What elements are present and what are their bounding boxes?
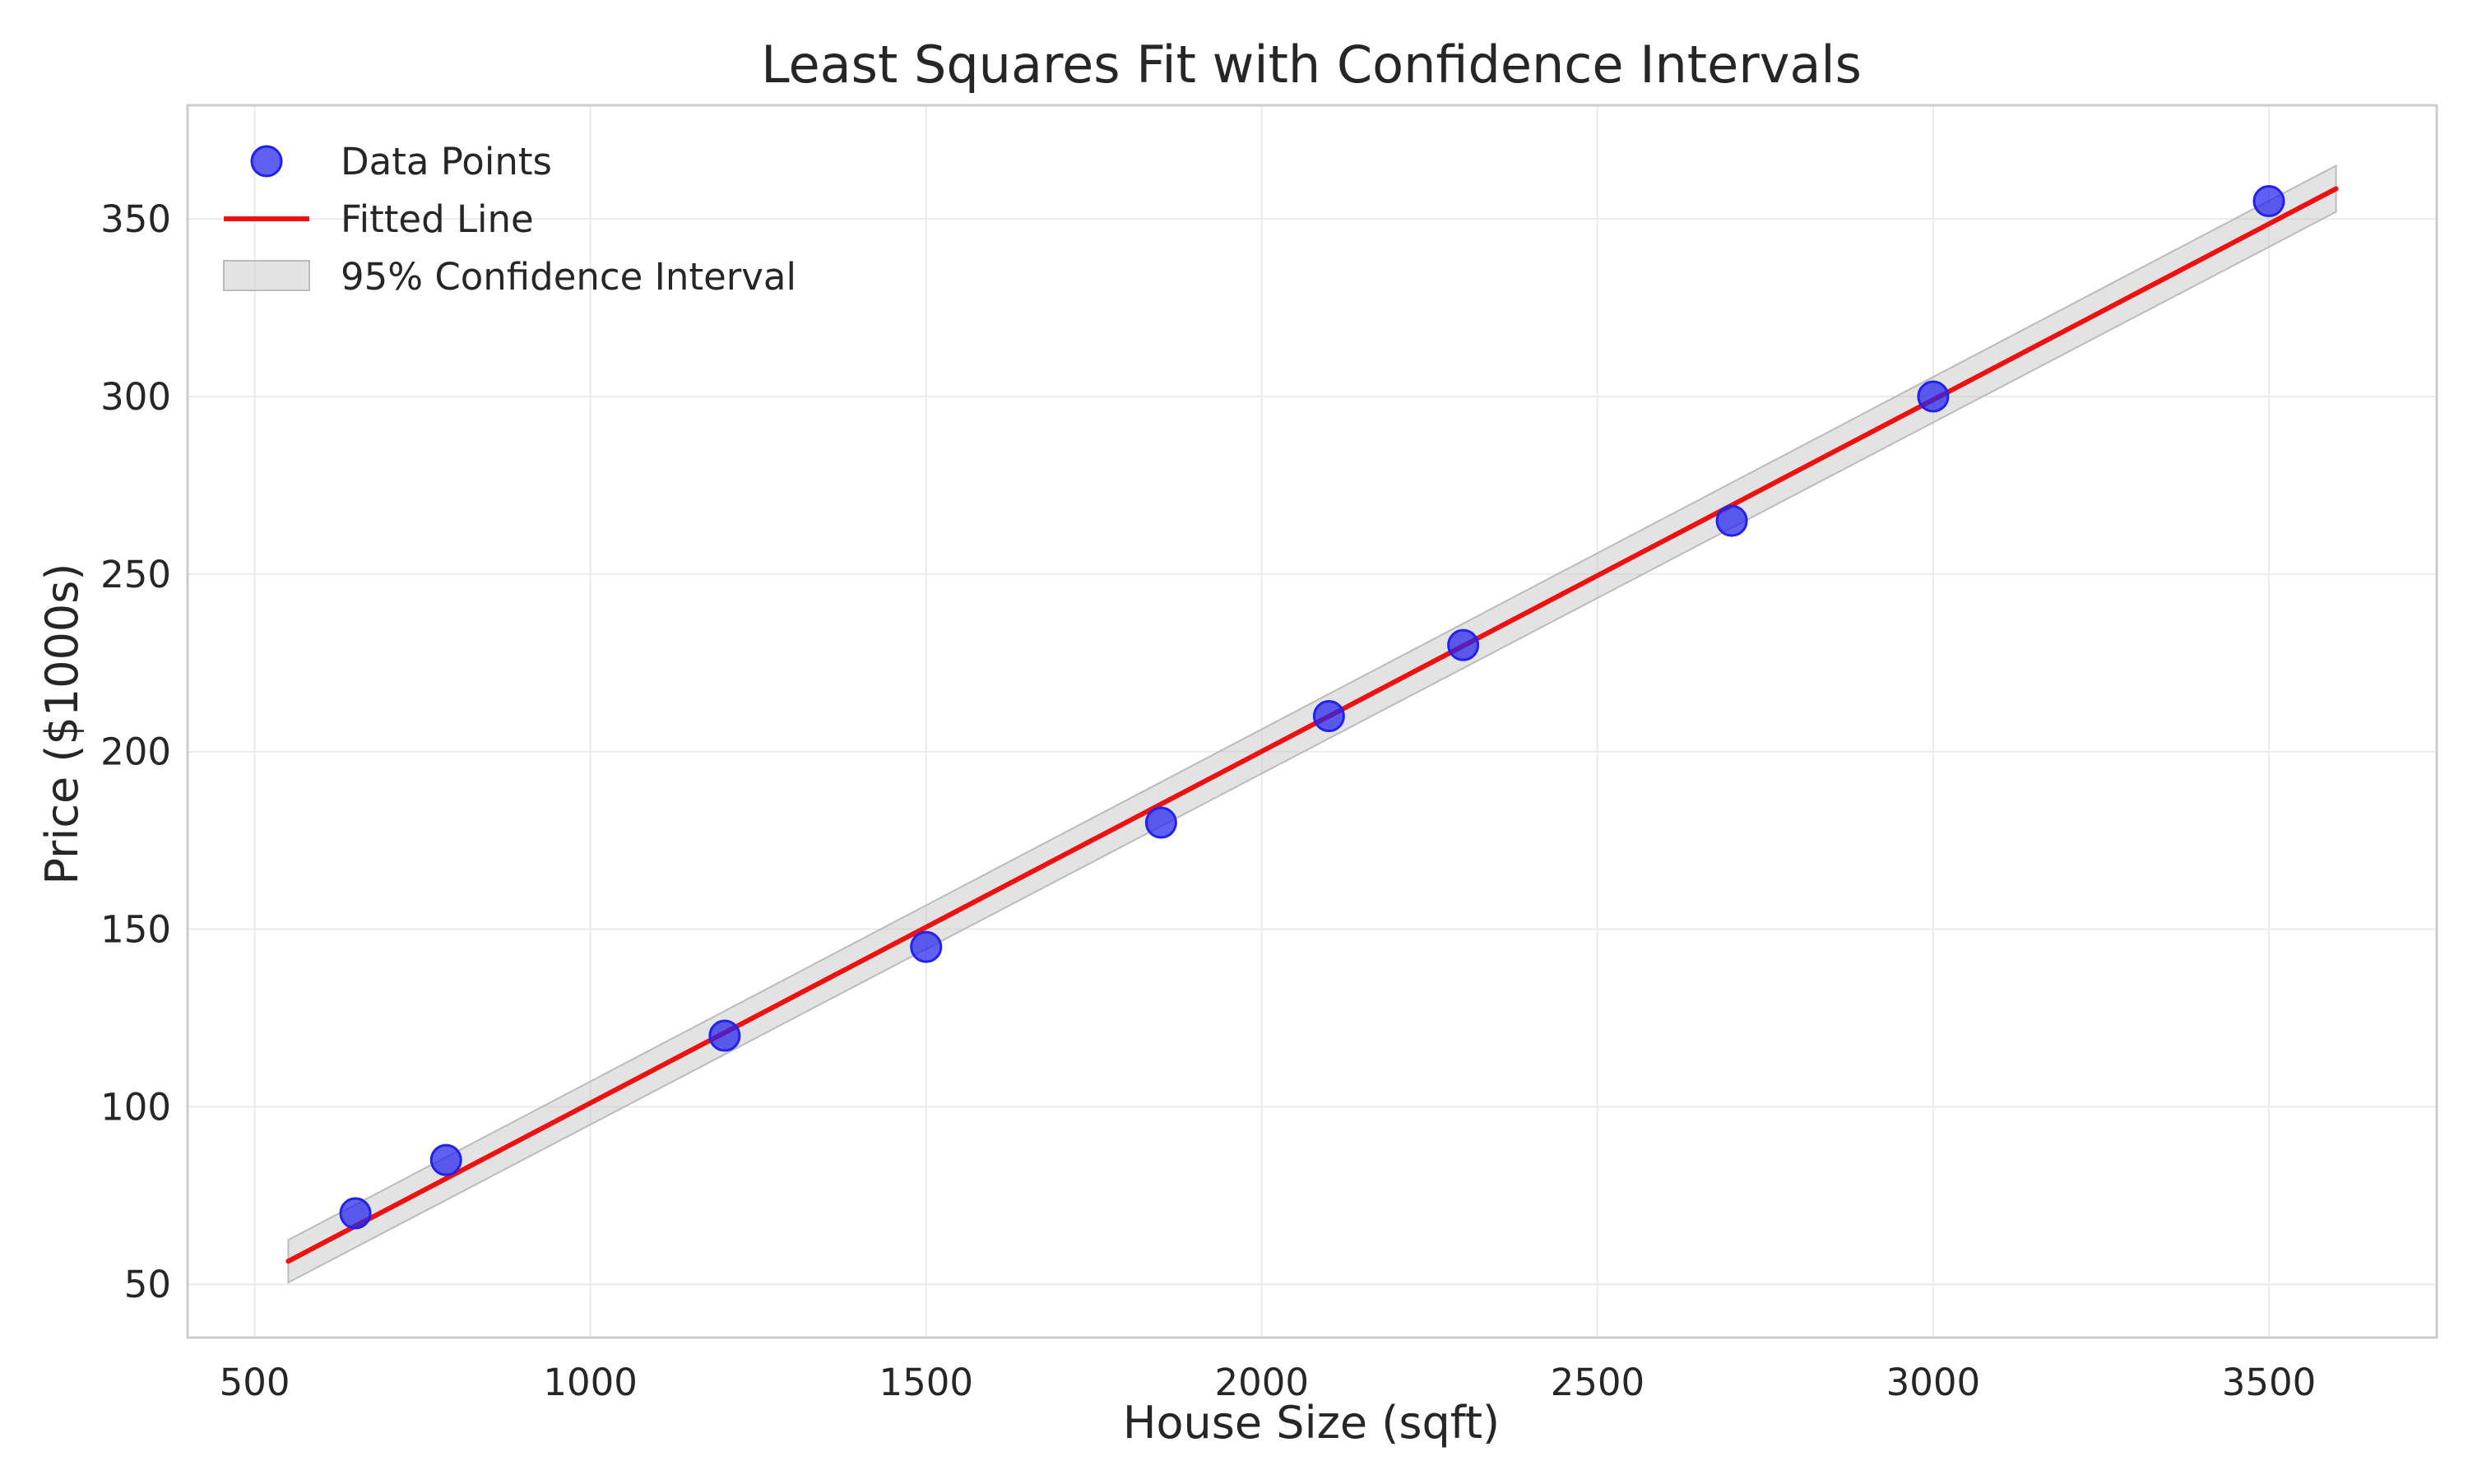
y-tick-label: 200: [100, 730, 171, 774]
y-tick-label: 300: [100, 375, 171, 419]
data-point: [1447, 628, 1480, 661]
legend-label-data-points: Data Points: [341, 140, 552, 183]
x-tick-label: 500: [220, 1361, 290, 1404]
data-point: [429, 1143, 462, 1176]
legend-marker-data-points: [250, 145, 283, 178]
fitted-line: [285, 186, 2339, 1264]
data-point: [2252, 185, 2285, 218]
y-tick-label: 50: [124, 1263, 171, 1306]
y-tick-label: 350: [100, 197, 171, 241]
data-point: [708, 1019, 741, 1052]
tick-label-layer: 500 1000 1500 2000 2500 3000 3500 50 100 150 200 25…: [100, 197, 2316, 1404]
data-point: [910, 930, 943, 963]
x-tick-label: 2500: [1551, 1361, 1645, 1404]
legend: Data Points Fitted Line 95% Confidence I…: [223, 140, 796, 299]
x-axis-label: House Size (sqft): [1123, 1397, 1500, 1449]
y-tick-label: 100: [100, 1085, 171, 1129]
data-point: [339, 1197, 372, 1230]
fitted-line-layer: [285, 186, 2339, 1264]
x-tick-label: 3000: [1886, 1361, 1981, 1404]
legend-label-fitted-line: Fitted Line: [341, 197, 534, 241]
legend-marker-confidence-interval: [223, 260, 310, 291]
data-point: [1715, 504, 1748, 537]
legend-label-confidence-interval: 95% Confidence Interval: [341, 255, 796, 299]
y-tick-label: 250: [100, 553, 171, 596]
plot-frame: [186, 104, 2438, 1339]
x-tick-label: 1500: [879, 1361, 973, 1404]
x-tick-label: 3500: [2222, 1361, 2317, 1404]
data-points-layer: [339, 185, 2285, 1230]
y-axis-label: Price ($1000s): [36, 563, 88, 885]
chart-title: Least Squares Fit with Confidence Interv…: [761, 35, 1862, 95]
y-tick-label: 150: [100, 908, 171, 952]
x-tick-label: 2000: [1215, 1361, 1310, 1404]
data-point: [1917, 380, 1950, 413]
x-tick-label: 1000: [543, 1361, 638, 1404]
data-point: [1312, 700, 1345, 733]
data-point: [1144, 806, 1177, 839]
